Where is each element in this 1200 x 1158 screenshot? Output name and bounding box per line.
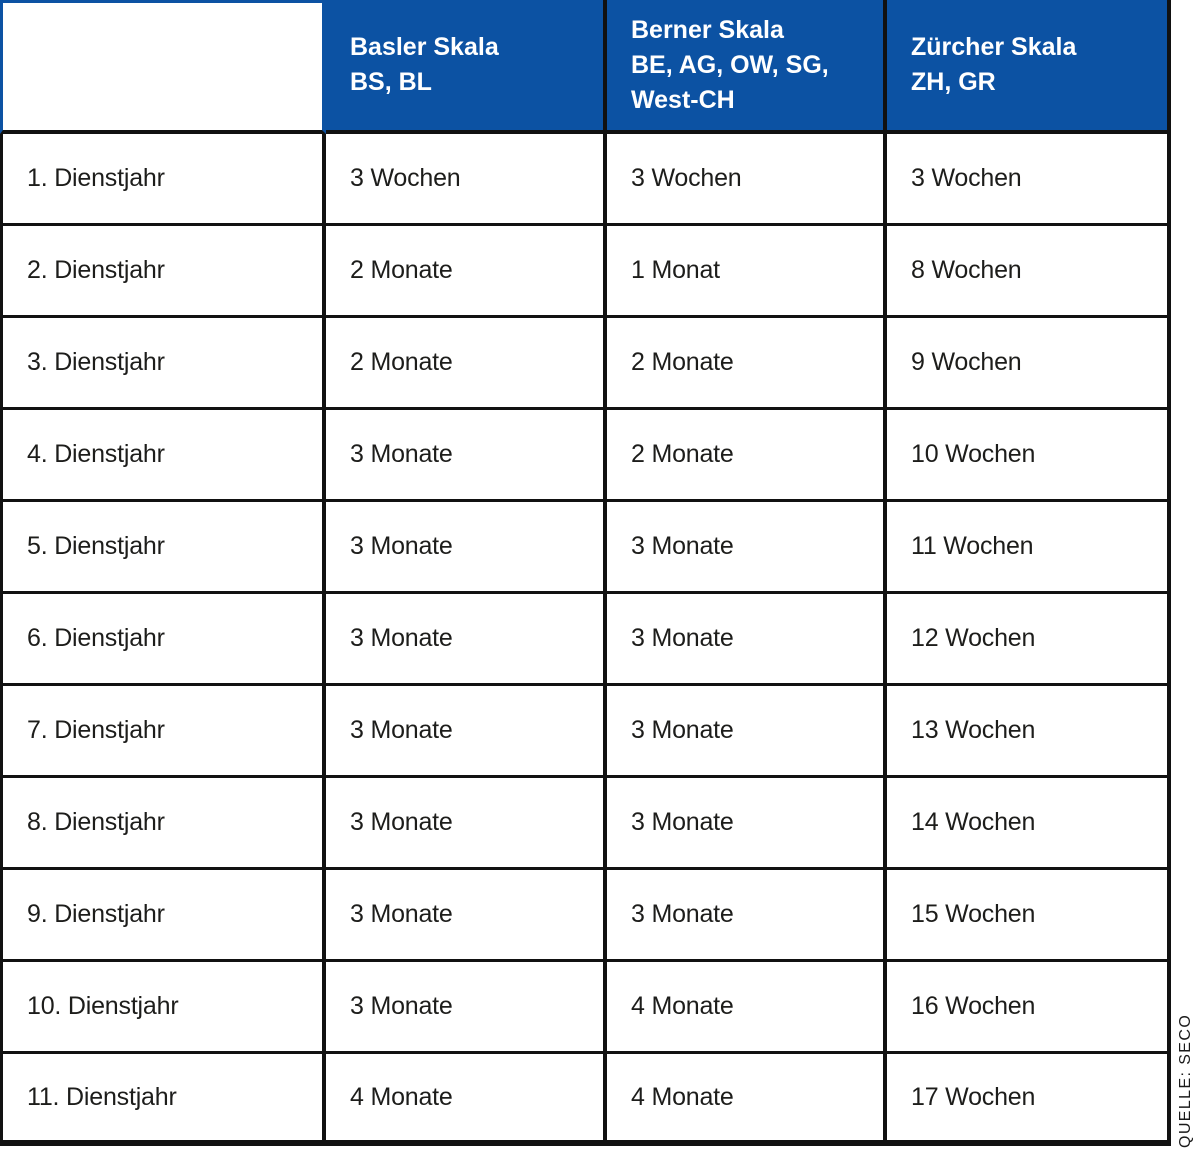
value-cell: 12 Wochen [887, 594, 1171, 686]
value-cell: 4 Monate [607, 1054, 887, 1146]
row-label: 11. Dienstjahr [0, 1054, 326, 1146]
vacation-scale-table: Basler Skala BS, BL Berner Skala BE, AG,… [0, 0, 1171, 1146]
source-credit: QUELLE: SECO [1177, 1013, 1194, 1148]
row-label: 7. Dienstjahr [0, 686, 326, 778]
value-cell: 9 Wochen [887, 318, 1171, 410]
header-cell-empty [0, 0, 326, 134]
column-regions: BE, AG, OW, SG, [631, 50, 829, 79]
value-cell: 10 Wochen [887, 410, 1171, 502]
value-cell: 8 Wochen [887, 226, 1171, 318]
row-label: 1. Dienstjahr [0, 134, 326, 226]
value-cell: 17 Wochen [887, 1054, 1171, 1146]
header-cell-basler-skala: Basler Skala BS, BL [326, 0, 607, 134]
value-cell: 3 Monate [607, 778, 887, 870]
header-cell-berner-skala: Berner Skala BE, AG, OW, SG, West-CH [607, 0, 887, 134]
value-cell: 16 Wochen [887, 962, 1171, 1054]
header-cell-zuercher-skala: Zürcher Skala ZH, GR [887, 0, 1171, 134]
value-cell: 3 Monate [607, 594, 887, 686]
value-cell: 3 Monate [607, 870, 887, 962]
row-label: 8. Dienstjahr [0, 778, 326, 870]
column-title: Berner Skala [631, 15, 784, 44]
value-cell: 15 Wochen [887, 870, 1171, 962]
row-label: 6. Dienstjahr [0, 594, 326, 686]
value-cell: 3 Monate [326, 686, 607, 778]
column-regions: BS, BL [350, 68, 432, 96]
value-cell: 2 Monate [326, 226, 607, 318]
value-cell: 4 Monate [326, 1054, 607, 1146]
row-label: 4. Dienstjahr [0, 410, 326, 502]
value-cell: 3 Monate [326, 962, 607, 1054]
value-cell: 11 Wochen [887, 502, 1171, 594]
value-cell: 4 Monate [607, 962, 887, 1054]
value-cell: 3 Monate [326, 870, 607, 962]
row-label: 3. Dienstjahr [0, 318, 326, 410]
value-cell: 3 Wochen [607, 134, 887, 226]
value-cell: 2 Monate [607, 318, 887, 410]
row-label: 10. Dienstjahr [0, 962, 326, 1054]
value-cell: 3 Wochen [326, 134, 607, 226]
column-title: Zürcher Skala [911, 33, 1077, 61]
row-label: 2. Dienstjahr [0, 226, 326, 318]
column-title: Basler Skala [350, 33, 499, 61]
column-regions: ZH, GR [911, 68, 996, 96]
column-regions: West-CH [631, 85, 735, 114]
value-cell: 3 Monate [607, 502, 887, 594]
value-cell: 3 Monate [326, 778, 607, 870]
value-cell: 3 Monate [326, 410, 607, 502]
value-cell: 3 Monate [326, 502, 607, 594]
value-cell: 13 Wochen [887, 686, 1171, 778]
value-cell: 2 Monate [607, 410, 887, 502]
row-label: 9. Dienstjahr [0, 870, 326, 962]
value-cell: 1 Monat [607, 226, 887, 318]
value-cell: 3 Wochen [887, 134, 1171, 226]
value-cell: 2 Monate [326, 318, 607, 410]
value-cell: 3 Monate [607, 686, 887, 778]
value-cell: 14 Wochen [887, 778, 1171, 870]
row-label: 5. Dienstjahr [0, 502, 326, 594]
value-cell: 3 Monate [326, 594, 607, 686]
